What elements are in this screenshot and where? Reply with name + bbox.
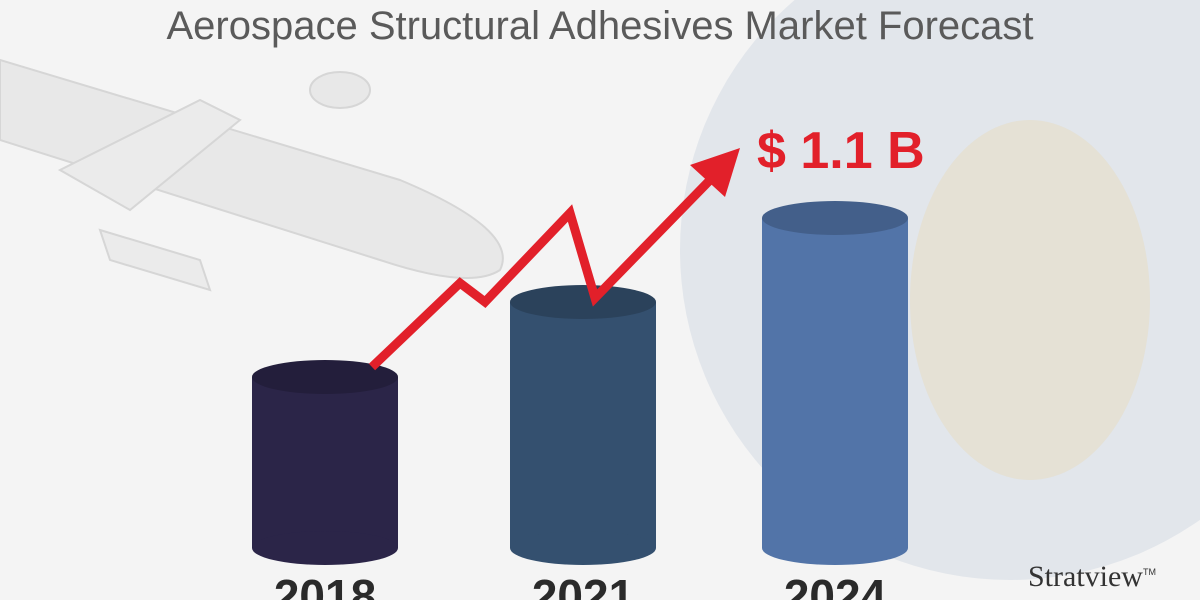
bar-base-2021 xyxy=(510,531,656,565)
bar-2018 xyxy=(252,377,398,548)
trend-arrow-head xyxy=(690,148,740,197)
value-annotation: $ 1.1 B xyxy=(757,122,925,180)
logo-text: Stratview xyxy=(1028,560,1143,593)
x-tick-label: 2021 xyxy=(532,570,634,600)
bar-2024 xyxy=(762,218,908,548)
trademark: TM xyxy=(1142,567,1156,577)
bar-top-2021 xyxy=(510,285,656,319)
bar-2021 xyxy=(510,302,656,548)
trend-arrow-line xyxy=(368,174,716,371)
adhesive-photo-overlay xyxy=(910,120,1150,480)
airplane-wireframe-illustration xyxy=(0,58,504,292)
chart-title: Aerospace Structural Adhesives Market Fo… xyxy=(166,4,1034,48)
bar-top-2018 xyxy=(252,360,398,394)
bar-top-2024 xyxy=(762,201,908,235)
bar-base-2024 xyxy=(762,531,908,565)
bar-base-2018 xyxy=(252,531,398,565)
x-tick-label: 2018 xyxy=(274,570,376,600)
x-tick-label: 2024 xyxy=(784,570,887,600)
stratview-logo: StratviewTM xyxy=(1028,560,1156,594)
